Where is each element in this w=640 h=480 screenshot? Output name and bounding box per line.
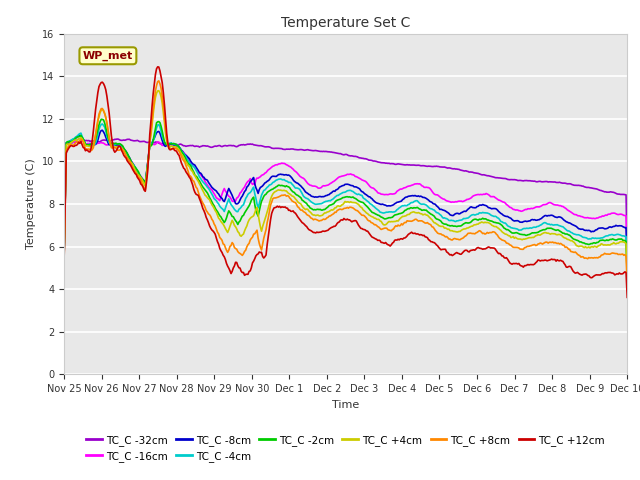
Line: TC_C -32cm: TC_C -32cm	[64, 139, 627, 255]
TC_C +8cm	[623, 283, 631, 288]
TC_C -4cm	[623, 268, 631, 274]
TC_C +4cm	[611, 240, 619, 246]
TC_C -32cm	[366, 157, 374, 163]
TC_C -2cm	[329, 201, 337, 207]
TC_C +12cm	[154, 64, 161, 70]
TC_C -16cm	[366, 183, 374, 189]
Line: TC_C +4cm: TC_C +4cm	[64, 91, 627, 277]
TC_C -16cm	[397, 186, 404, 192]
TC_C -2cm	[611, 237, 619, 243]
TC_C -2cm	[623, 272, 631, 277]
TC_C +12cm	[329, 224, 337, 230]
TC_C -16cm	[623, 252, 631, 258]
TC_C +12cm	[60, 261, 68, 267]
TC_C -8cm	[623, 261, 631, 267]
TC_C -32cm	[332, 150, 340, 156]
TC_C +4cm	[397, 216, 404, 221]
TC_C +8cm	[60, 260, 68, 266]
TC_C +8cm	[366, 218, 374, 224]
TC_C -4cm	[611, 232, 619, 238]
TC_C -2cm	[332, 198, 340, 204]
TC_C -8cm	[332, 187, 340, 193]
TC_C +8cm	[329, 212, 337, 217]
TC_C -4cm	[329, 196, 337, 202]
TC_C +8cm	[523, 244, 531, 250]
TC_C -16cm	[76, 136, 84, 142]
TC_C -8cm	[397, 198, 404, 204]
TC_C -16cm	[329, 179, 337, 185]
Title: Temperature Set C: Temperature Set C	[281, 16, 410, 30]
Line: TC_C -8cm: TC_C -8cm	[64, 130, 627, 264]
TC_C -16cm	[523, 206, 531, 212]
TC_C -32cm	[623, 252, 631, 258]
TC_C -32cm	[523, 178, 531, 183]
TC_C +4cm	[523, 236, 531, 241]
Line: TC_C +8cm: TC_C +8cm	[64, 81, 627, 286]
TC_C -4cm	[99, 121, 106, 127]
TC_C -32cm	[611, 190, 619, 196]
TC_C -4cm	[60, 256, 68, 262]
Line: TC_C +12cm: TC_C +12cm	[64, 67, 627, 297]
TC_C +12cm	[623, 294, 631, 300]
TC_C +12cm	[397, 236, 404, 242]
Line: TC_C -16cm: TC_C -16cm	[64, 139, 627, 259]
TC_C -2cm	[366, 207, 374, 213]
TC_C -32cm	[329, 149, 337, 155]
TC_C +8cm	[397, 223, 404, 228]
TC_C +12cm	[332, 222, 340, 228]
TC_C -4cm	[523, 225, 531, 231]
TC_C -32cm	[60, 217, 68, 223]
TC_C -32cm	[113, 136, 121, 142]
TC_C -16cm	[332, 177, 340, 182]
TC_C +4cm	[329, 207, 337, 213]
TC_C +12cm	[523, 263, 531, 268]
TC_C +12cm	[611, 272, 619, 278]
TC_C -2cm	[60, 256, 68, 262]
TC_C -16cm	[611, 210, 619, 216]
TC_C -2cm	[397, 211, 404, 216]
TC_C -2cm	[97, 116, 105, 122]
Y-axis label: Temperature (C): Temperature (C)	[26, 158, 36, 250]
TC_C -8cm	[366, 194, 374, 200]
X-axis label: Time: Time	[332, 400, 359, 409]
TC_C -32cm	[397, 161, 404, 167]
TC_C +4cm	[366, 213, 374, 218]
TC_C +8cm	[332, 209, 340, 215]
TC_C -2cm	[523, 232, 531, 238]
TC_C -8cm	[99, 127, 106, 133]
TC_C +4cm	[60, 257, 68, 263]
TC_C -16cm	[60, 256, 68, 262]
TC_C -8cm	[611, 223, 619, 229]
TC_C -8cm	[329, 189, 337, 194]
Text: WP_met: WP_met	[83, 51, 133, 61]
TC_C -4cm	[397, 204, 404, 210]
Legend: TC_C -32cm, TC_C -16cm, TC_C -8cm, TC_C -4cm, TC_C -2cm, TC_C +4cm, TC_C +8cm, T: TC_C -32cm, TC_C -16cm, TC_C -8cm, TC_C …	[82, 431, 609, 466]
Line: TC_C -2cm: TC_C -2cm	[64, 119, 627, 275]
TC_C +8cm	[611, 251, 619, 256]
TC_C -4cm	[332, 193, 340, 199]
TC_C +8cm	[155, 78, 163, 84]
TC_C +12cm	[366, 231, 374, 237]
TC_C -8cm	[523, 218, 531, 224]
TC_C -4cm	[366, 201, 374, 206]
TC_C +4cm	[332, 205, 340, 211]
Line: TC_C -4cm: TC_C -4cm	[64, 124, 627, 271]
TC_C -8cm	[60, 257, 68, 263]
TC_C +4cm	[155, 88, 163, 94]
TC_C +4cm	[623, 274, 631, 280]
